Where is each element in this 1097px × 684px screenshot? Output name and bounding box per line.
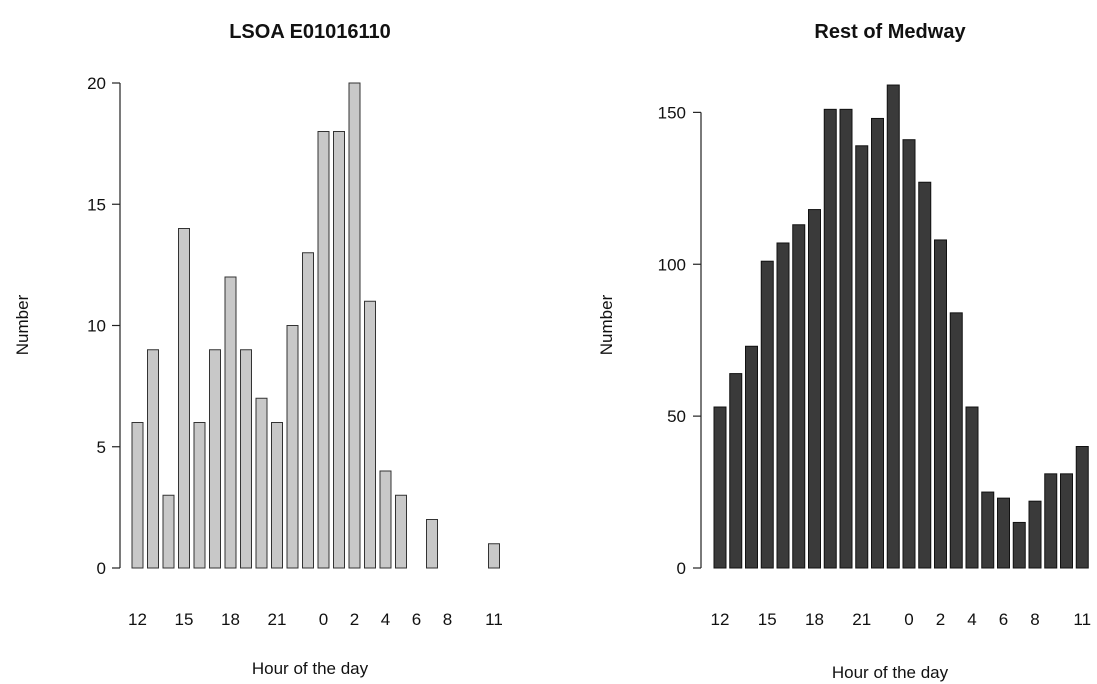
x-axis-title: Hour of the day — [252, 659, 369, 678]
bar-9 — [1044, 473, 1058, 569]
bar-14 — [745, 345, 758, 569]
y-axis-title: Number — [13, 294, 32, 355]
bar-series — [131, 82, 500, 569]
y-tick-label-150: 150 — [658, 103, 686, 122]
bar-11 — [488, 543, 500, 569]
chart-panel-lsoa: LSOA E01016110 Number Hour of the day 0 5… — [13, 21, 503, 678]
x-tick-label-6: 6 — [999, 610, 1008, 629]
x-tick-label-12: 12 — [711, 610, 730, 629]
bar-1 — [918, 181, 932, 569]
bar-4 — [965, 406, 979, 569]
y-tick-label-15: 15 — [87, 195, 106, 214]
bar-16 — [776, 242, 790, 569]
y-tick-label-10: 10 — [87, 317, 106, 336]
y-tick-label-100: 100 — [658, 255, 686, 274]
x-tick-label-2: 2 — [350, 610, 359, 629]
y-tick-label-5: 5 — [97, 438, 106, 457]
bar-2 — [934, 239, 947, 569]
y-tick-label-0: 0 — [97, 559, 106, 578]
x-axis-title: Hour of the day — [832, 663, 949, 682]
bar-23 — [302, 252, 314, 569]
bar-20 — [255, 397, 268, 569]
bar-17 — [209, 349, 221, 569]
bar-20 — [839, 108, 853, 569]
bar-0 — [317, 131, 330, 569]
x-tick-label-18: 18 — [805, 610, 824, 629]
bar-15 — [178, 228, 190, 569]
bar-14 — [162, 494, 175, 569]
bar-0 — [902, 139, 916, 569]
y-tick-label-50: 50 — [667, 407, 686, 426]
bar-12 — [713, 406, 727, 569]
x-tick-label-15: 15 — [758, 610, 777, 629]
x-tick-label-0: 0 — [904, 610, 913, 629]
y-tick-label-0: 0 — [677, 559, 686, 578]
bar-5 — [981, 491, 995, 569]
y-tick-label-20: 20 — [87, 74, 106, 93]
bar-series — [713, 84, 1089, 569]
bar-7 — [426, 519, 438, 569]
bar-5 — [395, 494, 407, 569]
bar-22 — [286, 325, 299, 569]
bar-11 — [1075, 446, 1089, 569]
x-tick-label-2: 2 — [936, 610, 945, 629]
y-axis-title: Number — [597, 294, 616, 355]
bar-23 — [886, 84, 900, 569]
chart-title: LSOA E01016110 — [229, 21, 391, 43]
bar-22 — [871, 117, 884, 569]
x-tick-label-8: 8 — [1030, 610, 1039, 629]
x-tick-label-4: 4 — [967, 610, 976, 629]
bar-18 — [224, 276, 237, 569]
bar-19 — [823, 108, 837, 569]
x-tick-label-0: 0 — [319, 610, 328, 629]
bar-19 — [240, 349, 252, 569]
bar-21 — [855, 145, 869, 569]
chart-panel-rest-of-medway: Rest of Medway Number Hour of the day 0 5… — [597, 21, 1091, 682]
x-tick-label-4: 4 — [381, 610, 390, 629]
y-axis: 0 5 10 15 20 — [87, 74, 121, 578]
bar-17 — [792, 224, 806, 569]
x-tick-label-6: 6 — [412, 610, 421, 629]
x-tick-label-11: 11 — [485, 610, 503, 629]
x-tick-label-21: 21 — [268, 610, 287, 629]
bar-4 — [379, 470, 392, 569]
bar-12 — [131, 422, 144, 569]
x-tick-label-12: 12 — [128, 610, 147, 629]
x-tick-label-15: 15 — [175, 610, 194, 629]
bar-10 — [1060, 473, 1073, 569]
bar-13 — [147, 349, 159, 569]
bar-21 — [271, 422, 283, 569]
x-axis-tick-labels: 12 15 18 21 0 2 4 6 8 11 — [128, 610, 503, 629]
bar-18 — [808, 209, 821, 569]
bar-16 — [193, 422, 206, 569]
x-tick-label-21: 21 — [852, 610, 871, 629]
y-axis: 0 50 100 150 — [658, 103, 702, 578]
x-tick-label-8: 8 — [443, 610, 452, 629]
x-tick-label-11: 11 — [1073, 610, 1091, 629]
x-tick-label-18: 18 — [221, 610, 240, 629]
bar-6 — [997, 497, 1010, 569]
bar-13 — [729, 373, 743, 569]
bar-3 — [949, 312, 963, 569]
bar-2 — [348, 82, 361, 569]
bar-8 — [1028, 500, 1042, 569]
x-axis-tick-labels: 12 15 18 21 0 2 4 6 8 11 — [711, 610, 1092, 629]
chart-title: Rest of Medway — [814, 21, 966, 43]
bar-7 — [1012, 521, 1026, 569]
bar-3 — [364, 300, 376, 569]
bar-15 — [760, 260, 774, 569]
bar-1 — [333, 131, 345, 569]
